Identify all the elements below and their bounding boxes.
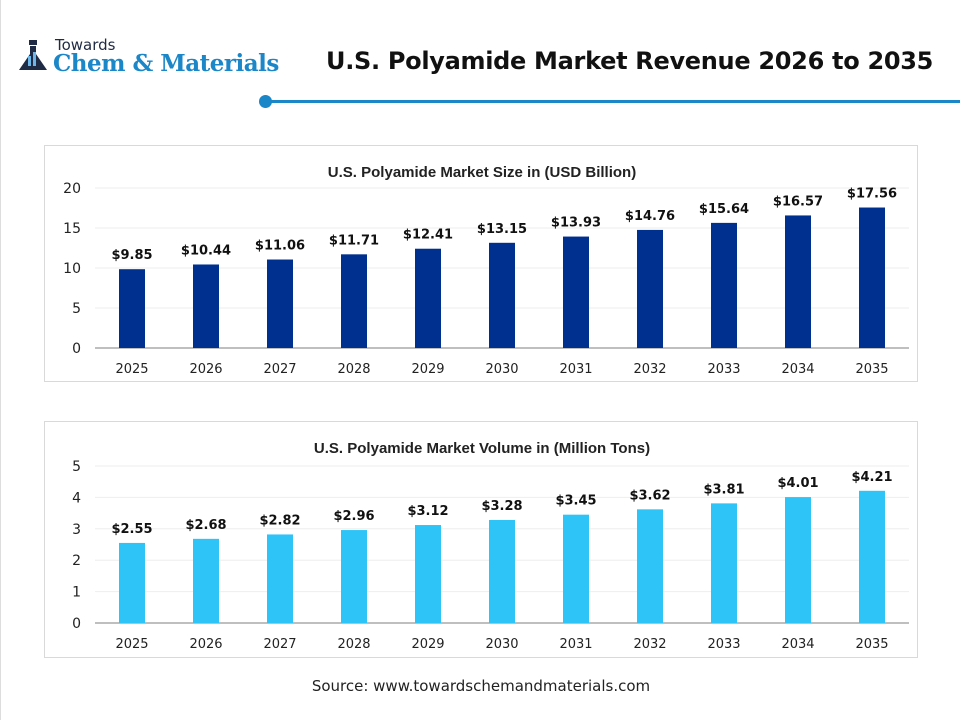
logo-main-text: Chem & Materials xyxy=(53,50,279,77)
x-tick-label: 2034 xyxy=(781,362,814,377)
data-label: $3.62 xyxy=(629,488,670,503)
data-label: $3.28 xyxy=(481,499,522,514)
data-label: $2.68 xyxy=(185,518,226,533)
data-label: $11.06 xyxy=(255,239,305,254)
x-tick-label: 2025 xyxy=(115,637,148,652)
market-volume-chart-svg: U.S. Polyamide Market Volume in (Million… xyxy=(72,440,909,652)
logo-top-text: Towards xyxy=(55,36,116,54)
data-label: $4.21 xyxy=(851,470,892,485)
market-size-chart-svg: U.S. Polyamide Market Size in (USD Billi… xyxy=(63,164,909,377)
data-label: $3.45 xyxy=(555,494,596,509)
bar xyxy=(119,269,145,348)
y-tick-label: 5 xyxy=(72,459,81,475)
data-label: $4.01 xyxy=(777,476,818,491)
x-tick-label: 2025 xyxy=(115,362,148,377)
bar xyxy=(859,207,885,348)
data-label: $2.96 xyxy=(333,509,374,524)
x-tick-label: 2030 xyxy=(485,637,518,652)
data-label: $13.93 xyxy=(551,216,601,231)
x-tick-label: 2032 xyxy=(633,362,666,377)
data-label: $12.41 xyxy=(403,228,453,243)
bar xyxy=(341,530,367,623)
y-tick-label: 0 xyxy=(72,616,81,632)
flask-icon xyxy=(19,40,47,70)
x-tick-label: 2028 xyxy=(337,637,370,652)
bar xyxy=(637,509,663,623)
y-tick-label: 0 xyxy=(72,341,81,357)
bar xyxy=(563,514,589,623)
x-tick-label: 2028 xyxy=(337,362,370,377)
x-tick-label: 2027 xyxy=(263,362,296,377)
y-tick-label: 15 xyxy=(63,221,81,237)
x-tick-label: 2035 xyxy=(855,362,888,377)
x-tick-label: 2026 xyxy=(189,362,222,377)
bar xyxy=(489,520,515,623)
y-tick-label: 3 xyxy=(72,522,81,538)
data-label: $11.71 xyxy=(329,233,379,248)
chart-title: U.S. Polyamide Market Size in (USD Billi… xyxy=(328,164,636,181)
title-rule xyxy=(266,100,960,103)
data-label: $2.82 xyxy=(259,513,300,528)
y-tick-label: 20 xyxy=(63,181,81,197)
y-tick-label: 5 xyxy=(72,301,81,317)
bar xyxy=(785,215,811,348)
y-tick-label: 4 xyxy=(72,490,81,506)
x-tick-label: 2031 xyxy=(559,362,592,377)
data-label: $10.44 xyxy=(181,243,231,258)
bar xyxy=(193,264,219,348)
source-note: Source: www.towardschemandmaterials.com xyxy=(311,677,651,695)
bar xyxy=(267,259,293,348)
market-volume-chart: U.S. Polyamide Market Volume in (Million… xyxy=(44,421,918,658)
data-label: $16.57 xyxy=(773,194,823,209)
bar xyxy=(119,542,145,623)
data-label: $3.12 xyxy=(407,504,448,519)
data-label: $9.85 xyxy=(111,248,152,263)
x-tick-label: 2030 xyxy=(485,362,518,377)
bar xyxy=(193,538,219,623)
bar xyxy=(563,236,589,348)
bar xyxy=(711,503,737,623)
bar xyxy=(489,242,515,348)
bar xyxy=(415,525,441,623)
x-tick-label: 2032 xyxy=(633,637,666,652)
bar xyxy=(267,534,293,623)
x-tick-label: 2035 xyxy=(855,637,888,652)
data-label: $2.55 xyxy=(111,522,152,537)
data-label: $15.64 xyxy=(699,202,749,217)
x-tick-label: 2033 xyxy=(707,637,740,652)
bar xyxy=(785,497,811,623)
x-tick-label: 2034 xyxy=(781,637,814,652)
y-tick-label: 10 xyxy=(63,261,81,277)
data-label: $3.81 xyxy=(703,482,744,497)
bar xyxy=(637,229,663,348)
x-tick-label: 2029 xyxy=(411,362,444,377)
page-title: U.S. Polyamide Market Revenue 2026 to 20… xyxy=(326,47,934,75)
x-tick-label: 2026 xyxy=(189,637,222,652)
y-tick-label: 1 xyxy=(72,585,81,601)
data-label: $13.15 xyxy=(477,222,527,237)
x-tick-label: 2029 xyxy=(411,637,444,652)
y-tick-label: 2 xyxy=(72,553,81,569)
title-rule-dot xyxy=(259,95,272,108)
bar xyxy=(415,248,441,348)
bar xyxy=(341,254,367,348)
data-label: $17.56 xyxy=(847,187,897,202)
market-size-chart: U.S. Polyamide Market Size in (USD Billi… xyxy=(44,145,918,382)
x-tick-label: 2033 xyxy=(707,362,740,377)
data-label: $14.76 xyxy=(625,209,675,224)
x-tick-label: 2031 xyxy=(559,637,592,652)
chart-title: U.S. Polyamide Market Volume in (Million… xyxy=(314,440,650,457)
bar xyxy=(711,222,737,348)
bar xyxy=(859,490,885,623)
x-tick-label: 2027 xyxy=(263,637,296,652)
